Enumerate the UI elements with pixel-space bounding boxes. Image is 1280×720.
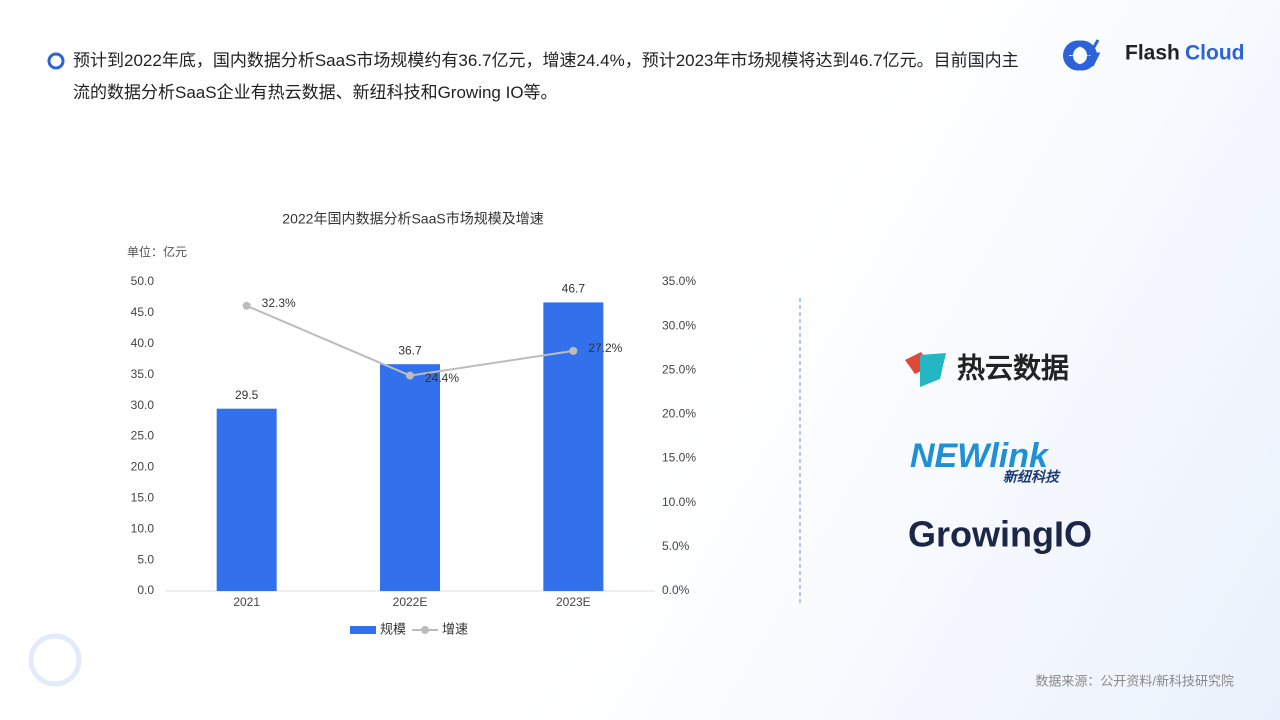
- company-logo: NEWlink 新纽科技: [910, 437, 1061, 485]
- legend-label: 规模: [380, 621, 406, 636]
- source-note: 数据来源：公开资料/新科技研究院: [1035, 673, 1234, 688]
- x-tick-label: 2023E: [556, 595, 591, 609]
- legend-label: 增速: [442, 621, 468, 636]
- y-tick-label: 0.0: [137, 583, 154, 597]
- chart-title: 2022年国内数据分析SaaS市场规模及增速: [282, 211, 543, 227]
- y-tick-label: 5.0: [137, 552, 154, 566]
- line-marker: [569, 346, 578, 355]
- company-name: NEWlink: [910, 437, 1050, 475]
- company-logo: 热云数据: [905, 352, 1069, 387]
- line-marker: [406, 371, 414, 380]
- bar: [380, 364, 440, 591]
- y2-tick-label: 0.0%: [662, 583, 690, 597]
- brand-icon: [1087, 39, 1101, 67]
- y2-tick-label: 15.0%: [662, 451, 696, 465]
- decor-ring: [28, 633, 82, 687]
- legend-swatch: [350, 626, 376, 634]
- company-name: 热云数据: [957, 352, 1069, 383]
- bullet: [47, 52, 65, 70]
- brand-logo: Flash Cloud: [1063, 39, 1244, 71]
- axis-unit: 单位：亿元: [127, 244, 187, 259]
- summary-text: 预计到2022年底，国内数据分析SaaS市场规模约有36.7亿元，增速24.4%…: [73, 51, 1019, 102]
- value-label: 32.3%: [262, 296, 296, 310]
- value-label: 27.2%: [588, 341, 622, 355]
- y-tick-label: 35.0: [131, 367, 155, 381]
- x-tick-label: 2022E: [393, 595, 428, 609]
- y-tick-label: 45.0: [131, 305, 155, 319]
- y2-tick-label: 10.0%: [662, 495, 696, 509]
- line-marker: [242, 301, 251, 310]
- y-tick-label: 10.0: [131, 521, 155, 535]
- y-tick-label: 50.0: [131, 274, 155, 288]
- logo-icon: [920, 353, 946, 387]
- legend-swatch: [421, 626, 429, 634]
- y2-tick-label: 20.0%: [662, 407, 696, 421]
- y-tick-label: 30.0: [131, 398, 155, 412]
- bar: [216, 408, 277, 591]
- y2-tick-label: 5.0%: [662, 539, 690, 553]
- company-name: 新纽科技: [1003, 469, 1061, 485]
- company-name: GrowingIO: [908, 514, 1092, 555]
- y2-tick-label: 30.0%: [662, 318, 696, 332]
- y2-tick-label: 25.0%: [662, 362, 696, 376]
- value-label: 29.5: [235, 388, 259, 402]
- value-label: 24.4%: [425, 371, 459, 385]
- brand-text: Flash: [1125, 42, 1180, 65]
- y2-tick-label: 35.0%: [662, 274, 696, 288]
- y-tick-label: 20.0: [131, 460, 155, 474]
- y-tick-label: 40.0: [131, 336, 155, 350]
- brand-text: Cloud: [1185, 42, 1244, 65]
- y-tick-label: 15.0: [131, 490, 155, 504]
- value-label: 46.7: [562, 282, 586, 296]
- x-tick-label: 2021: [233, 595, 260, 609]
- y-tick-label: 25.0: [131, 429, 155, 443]
- value-label: 36.7: [398, 343, 422, 357]
